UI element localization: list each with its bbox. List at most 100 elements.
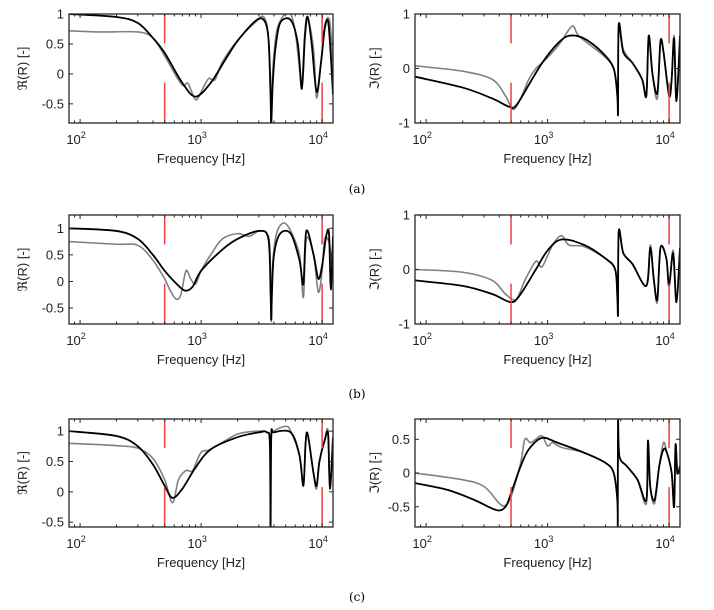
y-tick-label: 1 [57,221,64,236]
series-model [69,14,333,123]
subfigure-caption: (a) [349,182,366,196]
x-tick-exponent: 2 [427,130,432,140]
x-axis-label: Frequency [Hz] [503,555,591,570]
x-tick-label: 104 [308,130,327,147]
y-tick-label: 0 [403,466,410,481]
x-tick-base: 10 [66,536,80,551]
x-tick-label: 103 [534,331,553,348]
y-tick-label: -0.5 [42,515,64,530]
plot-lines [69,14,333,123]
y-tick-label: -1 [398,116,410,131]
x-tick-label: 102 [66,331,85,348]
x-tick-exponent: 3 [202,331,207,341]
y-axis-label: ℜ(R) [-] [15,47,30,91]
plot-lines [69,222,333,323]
x-tick-base: 10 [412,132,426,147]
x-tick-base: 10 [187,536,201,551]
series-model [69,227,333,321]
plot-lines [69,425,333,527]
y-tick-label: 0 [57,484,64,499]
x-axis-label: Frequency [Hz] [157,151,245,166]
x-axis-label: Frequency [Hz] [503,352,591,367]
x-tick-base: 10 [66,132,80,147]
subfigure-caption: (b) [348,387,365,401]
x-tick-label: 102 [66,534,85,551]
x-tick-label: 104 [308,331,327,348]
y-tick-label: 1 [57,7,64,22]
plot-area [415,215,680,324]
y-tick-label: 0 [57,66,64,81]
x-tick-label: 102 [412,331,431,348]
x-tick-exponent: 4 [323,534,328,544]
x-tick-label: 104 [655,130,674,147]
y-axis-label: ℑ(R) [-] [367,47,382,89]
x-tick-exponent: 3 [202,534,207,544]
x-tick-base: 10 [534,536,548,551]
x-axis-label: Frequency [Hz] [157,555,245,570]
y-tick-label: 1 [403,208,410,223]
y-tick-label: 0.5 [46,247,64,262]
x-tick-base: 10 [308,333,322,348]
y-axis-label: ℑ(R) [-] [367,248,382,290]
series-model [415,228,680,317]
x-axis-label: Frequency [Hz] [503,151,591,166]
y-tick-label: 0 [403,262,410,277]
x-tick-label: 103 [187,331,206,348]
x-tick-base: 10 [308,536,322,551]
y-axis-label: ℑ(R) [-] [367,452,382,494]
plot-area [415,419,680,527]
x-tick-base: 10 [187,333,201,348]
plot-lines [415,228,680,317]
x-axis-label: Frequency [Hz] [157,352,245,367]
plot-lines [415,22,680,117]
x-tick-base: 10 [66,333,80,348]
x-tick-label: 102 [412,534,431,551]
y-tick-label: 0.5 [46,454,64,469]
subfigure-caption: (c) [349,590,365,604]
x-tick-exponent: 3 [202,130,207,140]
x-tick-base: 10 [655,132,669,147]
x-tick-base: 10 [187,132,201,147]
y-tick-label: -1 [398,317,410,332]
y-tick-label: 1 [403,7,410,22]
x-tick-base: 10 [412,333,426,348]
x-tick-exponent: 4 [323,130,328,140]
y-tick-label: -0.5 [42,96,64,111]
x-tick-label: 102 [66,130,85,147]
y-axis-label: ℜ(R) [-] [15,451,30,495]
x-tick-label: 103 [534,534,553,551]
y-tick-label: 1 [57,424,64,439]
y-tick-label: 0.5 [392,432,410,447]
plot-area [415,14,680,123]
x-tick-exponent: 4 [670,331,675,341]
x-tick-base: 10 [308,132,322,147]
plot-area [69,419,333,527]
plot-area [69,14,333,123]
y-axis-label: ℜ(R) [-] [15,248,30,292]
x-tick-label: 103 [187,130,206,147]
series-measured [69,425,333,527]
x-tick-exponent: 4 [670,534,675,544]
y-tick-label: 0 [403,61,410,76]
x-tick-exponent: 3 [548,331,553,341]
series-model [415,22,680,117]
x-tick-base: 10 [534,333,548,348]
x-tick-base: 10 [655,333,669,348]
x-tick-exponent: 2 [81,331,86,341]
x-tick-exponent: 2 [427,534,432,544]
x-tick-exponent: 2 [81,130,86,140]
y-tick-label: -0.5 [42,301,64,316]
x-tick-label: 104 [655,331,674,348]
x-tick-exponent: 4 [323,331,328,341]
x-tick-label: 103 [187,534,206,551]
x-tick-label: 104 [655,534,674,551]
x-tick-exponent: 2 [81,534,86,544]
x-tick-exponent: 3 [548,534,553,544]
series-model [69,428,333,527]
